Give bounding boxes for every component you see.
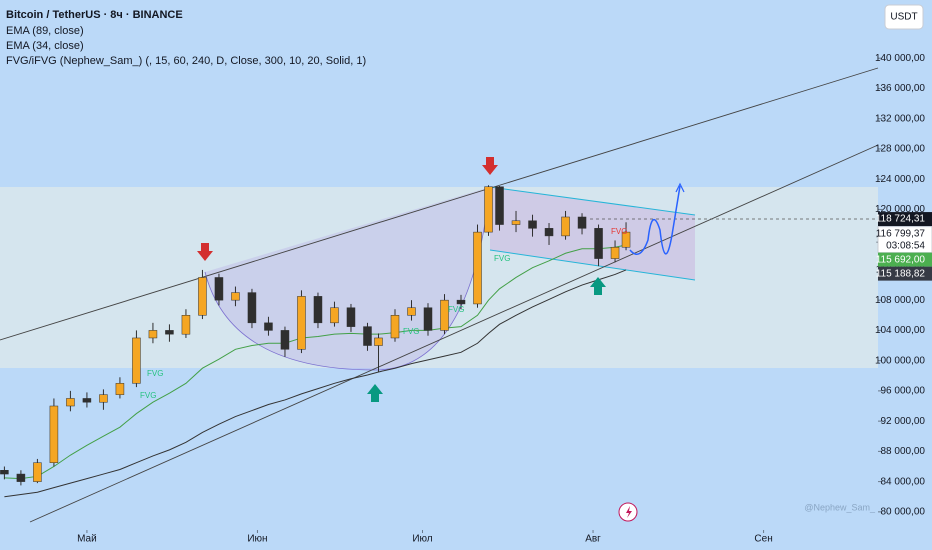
x-tick-label: Июл [412, 534, 432, 545]
candle-body [264, 322, 273, 331]
flag-line [489, 186, 696, 216]
candle-body [484, 186, 493, 233]
candle-body [594, 228, 603, 259]
fvg-label: FVG [403, 327, 419, 336]
indicator-label: FVG/iFVG (Nephew_Sam_) (, 15, 60, 240, D… [6, 55, 366, 67]
candle-body [297, 296, 306, 350]
price-label-box [878, 212, 932, 227]
y-tick-label: 136 000,00 [875, 83, 925, 94]
y-tick-label: 120 000,00 [875, 204, 925, 215]
currency-label[interactable]: USDT [890, 12, 917, 23]
watermark: @Nephew_Sam_ [804, 502, 876, 512]
x-tick-label: Июн [247, 534, 267, 545]
price-label-box [878, 252, 932, 267]
channel-line [29, 144, 879, 523]
candle-body [33, 462, 42, 482]
candle-body [363, 326, 372, 346]
y-tick-label: 88 000,00 [881, 446, 926, 457]
y-tick-label: 104 000,00 [875, 325, 925, 336]
x-tick-label: Сен [754, 534, 772, 545]
candle-body [577, 216, 587, 229]
candle-body [423, 307, 433, 331]
candle-body [66, 398, 75, 407]
y-tick-label: 92 000,00 [881, 416, 926, 427]
event-icon-bolt [626, 506, 632, 518]
flag-zone [490, 187, 695, 280]
candle-body [198, 277, 207, 316]
y-tick-label: 132 000,00 [875, 113, 925, 124]
candle-body [115, 383, 125, 395]
price-label: 116 799,37 [876, 228, 926, 239]
symbol-title: Bitcoin / TetherUS · 8ч · BINANCE [6, 9, 183, 21]
y-tick-label: 108 000,00 [875, 295, 925, 306]
candle-body [280, 330, 290, 350]
range-zone [0, 187, 878, 368]
candle-body [544, 228, 554, 237]
candle-body [473, 231, 482, 305]
candle-body [165, 330, 174, 335]
candle-body [82, 398, 92, 403]
arrow-down [482, 157, 498, 175]
candle-body [407, 307, 416, 316]
fvg-label: FVG [494, 254, 510, 263]
candle-body [511, 220, 521, 225]
candle-body [49, 405, 59, 463]
y-tick-label: 100 000,00 [875, 355, 925, 366]
candle-body [148, 330, 158, 339]
price-label: 115 188,82 [876, 268, 926, 279]
currency-button[interactable] [884, 4, 924, 30]
fvg-label: FVG [140, 391, 156, 400]
ema-line [4, 244, 627, 480]
candle-body [99, 394, 108, 403]
price-label-box [878, 266, 932, 281]
y-tick-label: 128 000,00 [875, 144, 925, 155]
candle-body [0, 470, 9, 475]
candle-body [231, 292, 240, 301]
countdown: 03:08:54 [886, 240, 925, 251]
fvg-label: FVG [611, 227, 627, 236]
x-tick-label: Авг [585, 534, 601, 545]
candle-body [495, 186, 504, 225]
candle-body [528, 220, 537, 229]
arrow-down [197, 243, 213, 261]
cup-shape [204, 186, 491, 371]
y-tick-label: 80 000,00 [881, 506, 926, 517]
candle-body [330, 307, 339, 324]
price-label: 115 692,00 [876, 254, 926, 265]
y-tick-label: 140 000,00 [875, 53, 925, 64]
y-tick-label: 124 000,00 [875, 174, 925, 185]
flag-line [489, 249, 696, 281]
channel-line [0, 67, 879, 341]
indicator-label: EMA (34, close) [6, 40, 84, 52]
candle-body [621, 231, 631, 248]
candle-body [390, 315, 400, 339]
candle-body [16, 473, 26, 482]
ema-line [4, 269, 627, 498]
candle-body [247, 292, 257, 324]
candle-body [561, 216, 570, 237]
projection-arrow [675, 182, 685, 193]
y-tick-label: 84 000,00 [881, 476, 926, 487]
candle-body [374, 337, 383, 346]
candle-body [313, 296, 323, 324]
candle-body [456, 299, 466, 305]
price-label: 118 724,31 [876, 214, 926, 225]
candle-body [214, 277, 224, 301]
x-tick-label: Май [77, 534, 97, 545]
arrow-up [367, 384, 383, 402]
marks [0, 185, 631, 498]
arrow-up [590, 277, 606, 295]
fvg-label: FVG [147, 369, 163, 378]
indicator-label: EMA (89, close) [6, 25, 84, 37]
fvg-label: FVG [448, 305, 464, 314]
projection [629, 185, 681, 255]
candle-body [610, 246, 620, 259]
candle-body [181, 315, 191, 335]
price-label-box [877, 226, 932, 254]
y-tick-label: 96 000,00 [881, 386, 926, 397]
candle-body [440, 299, 449, 331]
candle-body [346, 307, 356, 327]
candle-body [132, 337, 141, 384]
